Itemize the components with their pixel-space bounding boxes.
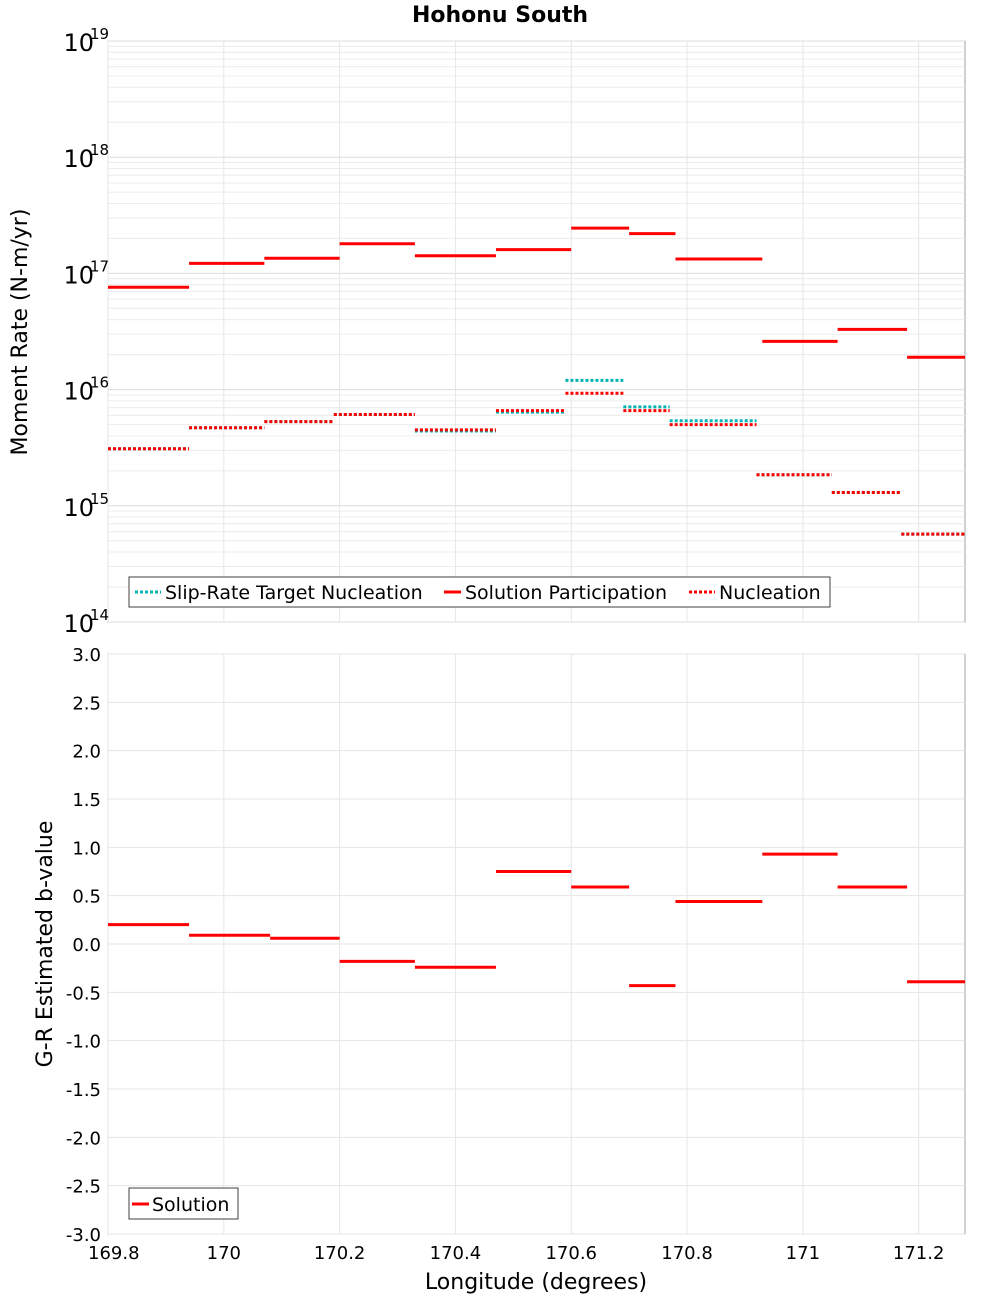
legend-label-solution: Solution — [152, 1194, 229, 1216]
x-tick-label: 170.2 — [314, 1243, 366, 1264]
chart-title: Hohonu South — [412, 3, 588, 28]
top-y-tick-exponent: 19 — [90, 25, 109, 43]
bottom-y-tick-label: 0.5 — [72, 887, 101, 908]
legend-label-solution-participation: Solution Participation — [465, 582, 667, 604]
legend-label-target-nucleation: Slip-Rate Target Nucleation — [165, 582, 423, 604]
bottom-legend: Solution — [128, 1187, 239, 1220]
top-y-tick-exponent: 14 — [90, 606, 109, 624]
bottom-grid — [107, 653, 965, 1235]
bottom-y-tick-label: 2.5 — [72, 693, 101, 714]
x-tick-label: 169.8 — [88, 1243, 140, 1264]
series-solution — [108, 852, 965, 988]
bottom-y-tick-label: -0.5 — [66, 983, 101, 1004]
top-y-tick-exponent: 16 — [90, 374, 109, 392]
x-tick-label: 171.2 — [893, 1243, 945, 1264]
x-tick-label: 171 — [786, 1243, 820, 1264]
bottom-y-tick-label: 3.0 — [72, 645, 101, 666]
top-plot-area — [107, 40, 966, 623]
bottom-y-tick-label: 2.0 — [72, 742, 101, 763]
top-y-axis-label: Moment Rate (N-m/yr) — [8, 209, 33, 456]
x-tick-label: 170 — [207, 1243, 241, 1264]
bottom-y-ticks: -3.0 -2.5 -2.0 -1.5 -1.0 -0.5 0.0 0.5 1.0 1.5 2.0 2… — [66, 645, 101, 1246]
legend-label-nucleation: Nucleation — [719, 582, 821, 604]
top-legend-box — [128, 576, 831, 608]
top-y-tick-base: 10 — [63, 29, 94, 57]
top-y-tick-base: 10 — [63, 261, 94, 289]
bottom-panel: -3.0 -2.5 -2.0 -1.5 -1.0 -0.5 0.0 0.5 1.0 1.5 2.0 2… — [33, 645, 966, 1295]
bottom-y-tick-label: -2.0 — [66, 1128, 101, 1149]
bottom-y-tick-label: 1.0 — [72, 838, 101, 859]
top-y-tick-base: 10 — [63, 378, 94, 406]
bottom-y-tick-label: -3.0 — [66, 1225, 101, 1246]
bottom-y-tick-label: 0.0 — [72, 935, 101, 956]
x-tick-label: 170.4 — [430, 1243, 482, 1264]
x-tick-label: 170.8 — [661, 1243, 713, 1264]
top-grid — [107, 40, 965, 623]
top-y-tick-base: 10 — [63, 494, 94, 522]
top-y-tick-exponent: 18 — [90, 141, 109, 159]
bottom-series — [108, 852, 965, 988]
bottom-y-tick-label: -2.5 — [66, 1177, 101, 1198]
top-series — [108, 226, 965, 536]
x-tick-label: 170.6 — [545, 1243, 597, 1264]
x-axis-label: Longitude (degrees) — [425, 1270, 647, 1295]
top-legend: Slip-Rate Target Nucleation Solution Par… — [128, 576, 831, 608]
top-y-tick-exponent: 15 — [90, 490, 109, 508]
bottom-y-tick-label: -1.5 — [66, 1080, 101, 1101]
top-y-tick-base: 10 — [63, 610, 94, 638]
bottom-y-tick-label: 1.5 — [72, 790, 101, 811]
bottom-y-axis-label: G-R Estimated b-value — [33, 821, 58, 1068]
series-nucleation — [108, 391, 965, 536]
series-solution-participation — [108, 226, 965, 359]
top-y-tick-base: 10 — [63, 145, 94, 173]
bottom-x-ticks: 169.8 170 170.2 170.4 170.6 170.8 171 171.2 — [88, 1243, 944, 1264]
bottom-y-tick-label: -1.0 — [66, 1032, 101, 1053]
top-y-tick-exponent: 17 — [90, 257, 109, 275]
